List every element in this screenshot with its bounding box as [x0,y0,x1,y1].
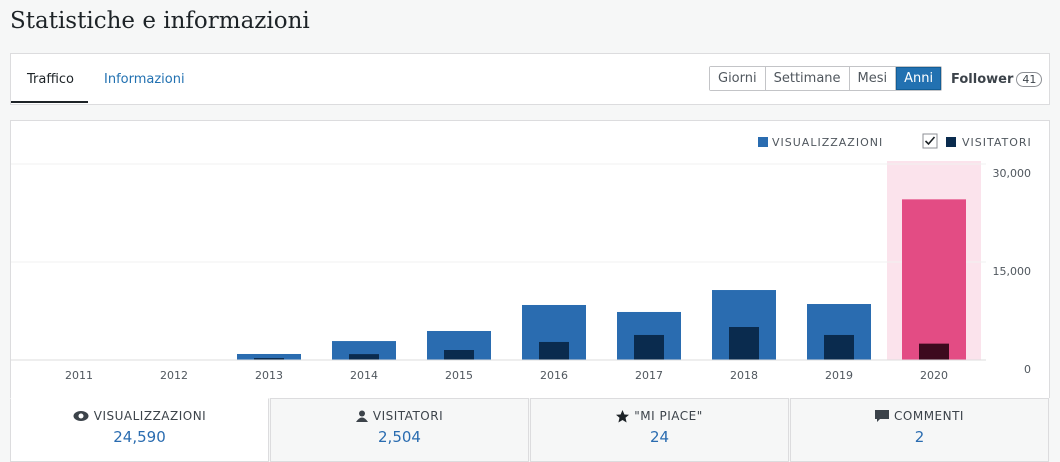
bar [824,334,854,360]
x-tick-label: 2019 [825,369,853,382]
bar [254,358,284,360]
summary-value: 2,504 [378,428,421,446]
y-tick-label: 15,000 [993,265,1032,278]
summary-cell[interactable]: "MI PIACE" 24 [530,398,789,462]
x-tick-label: 2014 [350,369,378,382]
chart-panel: VISUALIZZAZIONI VISITATORI 0 15,000 30,000 20… [10,120,1050,398]
checkmark [924,136,936,146]
legend-label: VISUALIZZAZIONI [772,136,883,149]
x-tick-label: 2018 [730,369,758,382]
summary-value: 24,590 [113,428,166,446]
summary-label: COMMENTI [894,409,964,423]
page-title: Statistiche e informazioni [10,8,310,34]
checkbox[interactable] [922,133,938,149]
star-icon [616,409,630,422]
x-tick-label: 2015 [445,369,473,382]
period-button[interactable]: Giorni [710,67,766,90]
tab-bar: Traffico Informazioni Giorni Settimane Mes… [10,53,1050,105]
x-tick-label: 2012 [160,369,188,382]
follower-count: 41 [1016,72,1043,87]
summary-label: "MI PIACE" [634,409,703,423]
legend-swatch [946,137,956,147]
x-tick-label: 2017 [635,369,663,382]
bar [634,334,664,360]
eye-icon [73,411,89,421]
chart: VISUALIZZAZIONI VISITATORI 0 15,000 30,000 20… [11,133,1032,382]
period-button[interactable]: Settimane [765,67,850,90]
legend-label: VISITATORI [962,136,1032,149]
x-tick-label: 2016 [540,369,568,382]
comment-icon [875,409,890,422]
bar [332,341,396,360]
summary-label: VISITATORI [372,409,444,423]
summary-cell[interactable]: VISITATORI 2,504 [270,398,529,462]
person-icon [355,410,368,422]
bar [539,341,569,360]
x-tick-label: 2020 [920,369,948,382]
bar [902,199,966,360]
bar [444,350,474,360]
x-tick-label: 2013 [255,369,283,382]
bar [349,354,379,360]
follower-label: Follower [951,72,1014,87]
tab[interactable]: Traffico [27,72,75,87]
bar [729,327,759,360]
bar [237,353,301,360]
y-tick-label: 0 [1024,363,1031,376]
summary-value: 24 [649,428,670,446]
summary-cell[interactable]: COMMENTI 2 [790,398,1049,462]
tab-underline [11,101,88,103]
x-tick-label: 2011 [65,369,93,382]
y-tick-label: 30,000 [993,167,1032,180]
tab[interactable]: Informazioni [104,72,185,87]
summary-cell[interactable]: VISUALIZZAZIONI 24,590 [10,398,269,462]
period-group: Giorni Settimane Mesi Anni [709,66,943,91]
follower[interactable]: Follower 41 [951,72,1043,87]
bar [919,343,949,360]
period-button[interactable]: Anni [896,67,942,90]
summary-label: VISUALIZZAZIONI [93,409,207,423]
summary-value: 2 [914,428,925,446]
legend-swatch [758,137,768,147]
period-button[interactable]: Mesi [849,67,897,90]
